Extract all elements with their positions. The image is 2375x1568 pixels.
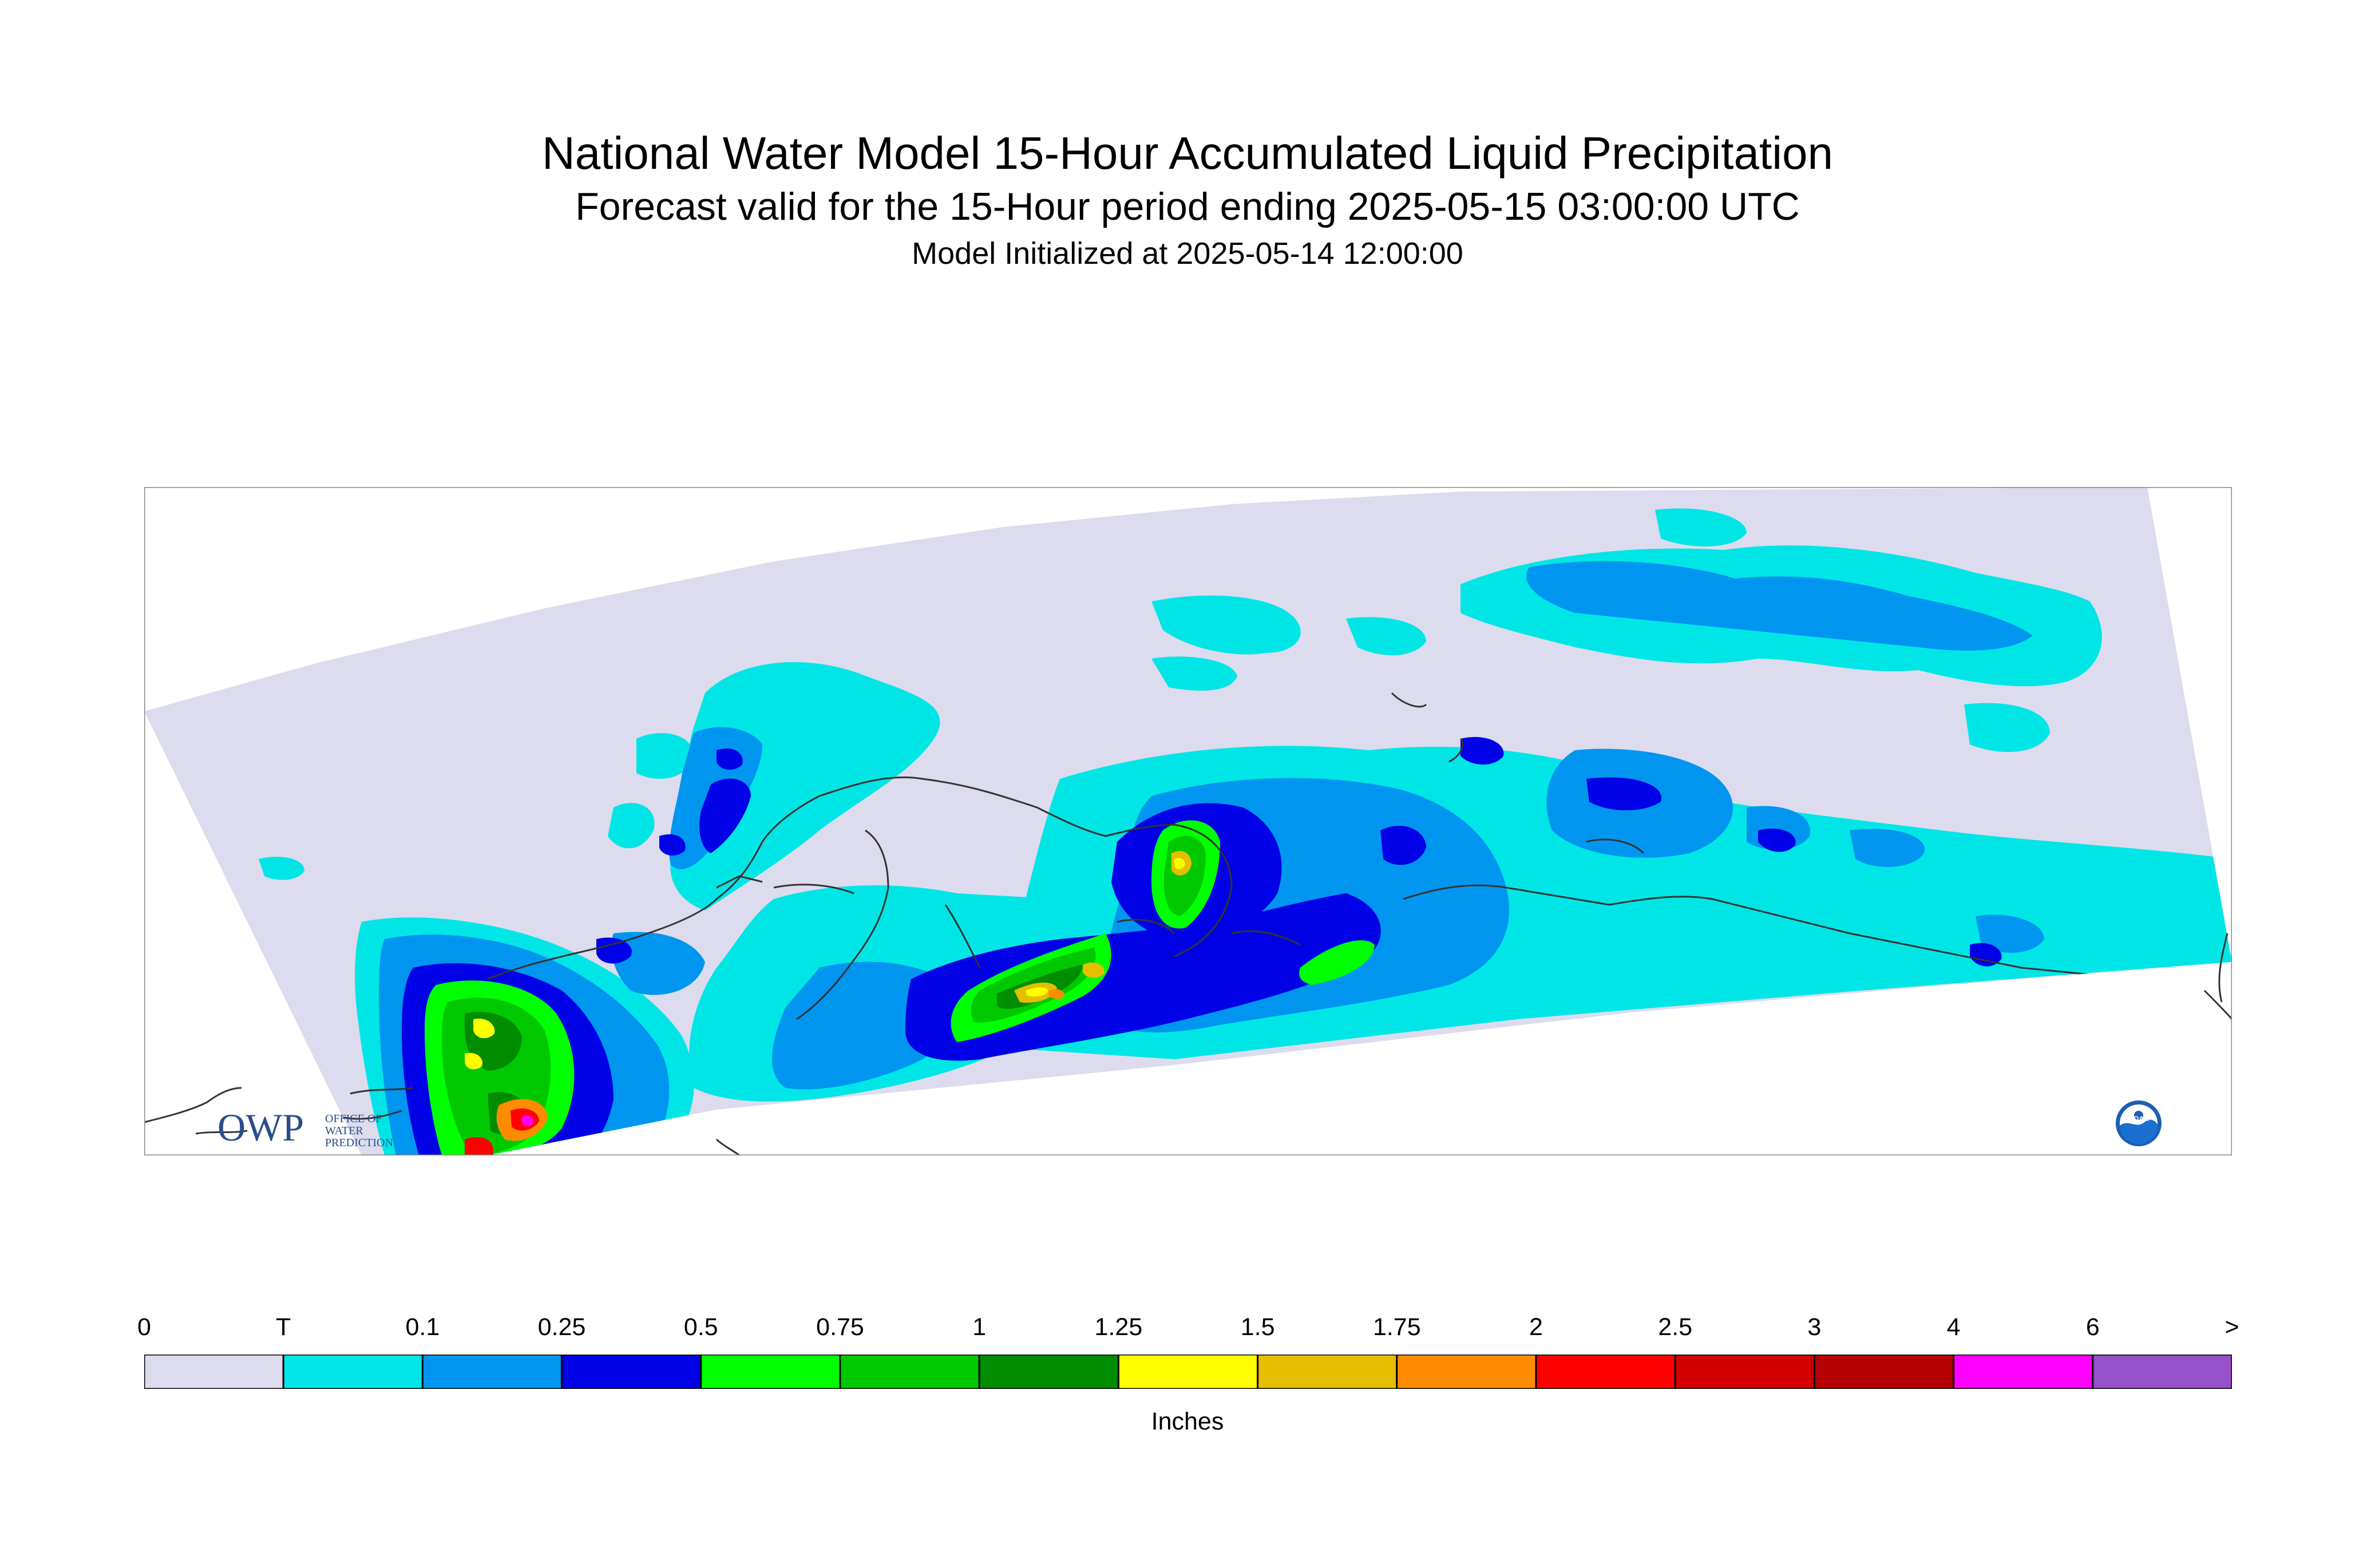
legend-swatch [1953, 1355, 2094, 1389]
model-init-line: Model Initialized at 2025-05-14 12:00:00 [912, 236, 1463, 271]
legend-units-label: Inches [1151, 1408, 1224, 1435]
owp-line-3: PREDICTION [325, 1137, 393, 1149]
legend-swatch [1117, 1355, 1259, 1389]
map-subtitle: Forecast valid for the 15-Hour period en… [575, 185, 1800, 228]
legend-swatch [1813, 1355, 1955, 1389]
legend-swatch [839, 1355, 980, 1389]
legend-tick-label: 0.25 [537, 1313, 586, 1341]
legend-tick-label: 1 [972, 1313, 987, 1341]
legend-swatch [700, 1355, 841, 1389]
legend-swatch [561, 1355, 702, 1389]
legend-swatch [421, 1355, 563, 1389]
legend-tick-label: 4 [1946, 1313, 1961, 1341]
legend-tick-label: 1.25 [1094, 1313, 1143, 1341]
legend-tick-label: 0.1 [405, 1313, 440, 1341]
precip-1.25-1.75-areas [465, 851, 1192, 1070]
legend-tick-label: T [276, 1313, 291, 1341]
legend-swatch [282, 1355, 423, 1389]
legend-tick-label: 3 [1807, 1313, 1822, 1341]
legend-tick-label: 6 [2085, 1313, 2100, 1341]
legend-swatch [978, 1355, 1119, 1389]
precipitation-map: OWP OFFICE OF WATER PREDICTION NOAA [144, 487, 2232, 1155]
legend-color-bar [144, 1355, 2232, 1389]
legend-tick-label: 0 [137, 1313, 151, 1341]
legend-tick-label: 0.5 [683, 1313, 718, 1341]
legend-tick-label: 1.5 [1240, 1313, 1275, 1341]
legend-tick-label: 0.75 [816, 1313, 864, 1341]
owp-line-1: OFFICE OF [325, 1112, 382, 1125]
legend-swatch [1396, 1355, 1537, 1389]
offdomain-coastlines [144, 933, 2232, 1155]
legend-tick-label: 2 [1529, 1313, 1543, 1341]
noaa-logo: NOAA [2116, 1100, 2162, 1146]
legend-tick-label: 1.75 [1372, 1313, 1421, 1341]
noaa-mark: NOAA [2128, 1115, 2149, 1123]
legend-tick-label: > [2224, 1313, 2239, 1341]
legend-swatch [1257, 1355, 1398, 1389]
precip-2-plus-areas [465, 989, 1065, 1155]
map-title: National Water Model 15-Hour Accumulated… [542, 128, 1833, 179]
owp-line-2: WATER [325, 1124, 363, 1137]
owp-logo: OWP OFFICE OF WATER PREDICTION [217, 1106, 393, 1149]
legend-swatch [144, 1355, 284, 1389]
legend-swatch [2092, 1355, 2232, 1389]
legend-swatch [1674, 1355, 1815, 1389]
owp-mark: OWP [217, 1106, 304, 1149]
legend-tick-label: 2.5 [1658, 1313, 1693, 1341]
legend-swatch [1535, 1355, 1676, 1389]
